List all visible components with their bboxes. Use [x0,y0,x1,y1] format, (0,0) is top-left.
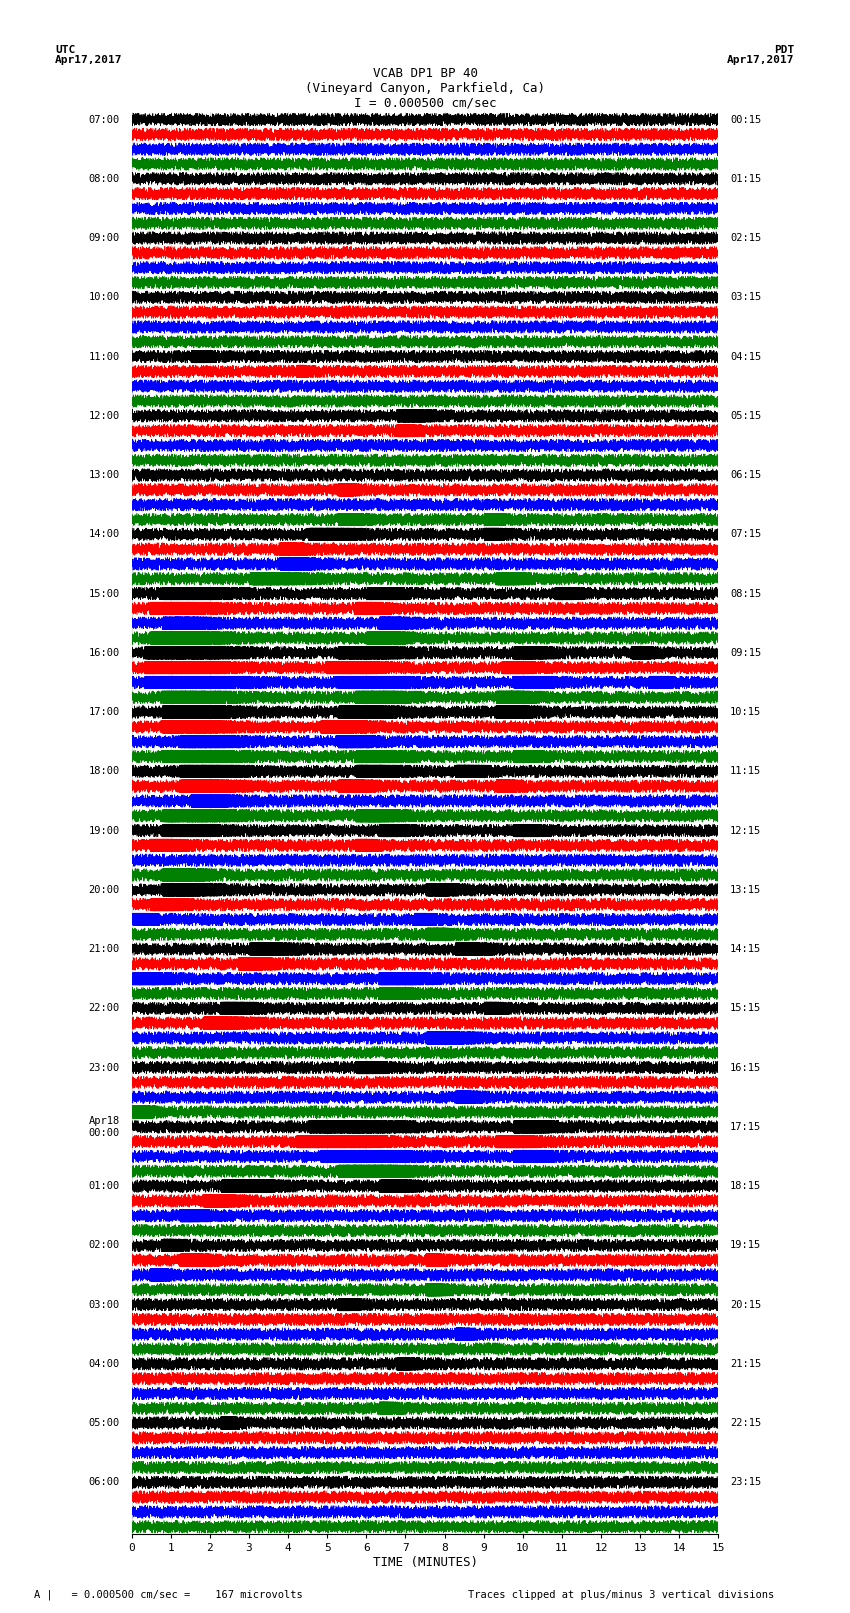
Text: 19:00: 19:00 [88,826,120,836]
Text: 09:00: 09:00 [88,232,120,244]
Text: 18:00: 18:00 [88,766,120,776]
Text: 03:15: 03:15 [730,292,762,302]
Title: VCAB DP1 BP 40
(Vineyard Canyon, Parkfield, Ca)
I = 0.000500 cm/sec: VCAB DP1 BP 40 (Vineyard Canyon, Parkfie… [305,66,545,110]
Text: 23:15: 23:15 [730,1478,762,1487]
Text: 15:15: 15:15 [730,1003,762,1013]
Text: 15:00: 15:00 [88,589,120,598]
Text: Traces clipped at plus/minus 3 vertical divisions: Traces clipped at plus/minus 3 vertical … [468,1590,774,1600]
X-axis label: TIME (MINUTES): TIME (MINUTES) [372,1557,478,1569]
Text: 08:15: 08:15 [730,589,762,598]
Text: UTC: UTC [55,45,76,55]
Text: Apr17,2017: Apr17,2017 [55,55,122,65]
Text: 05:15: 05:15 [730,411,762,421]
Text: 04:00: 04:00 [88,1358,120,1369]
Text: Apr17,2017: Apr17,2017 [728,55,795,65]
Text: 06:00: 06:00 [88,1478,120,1487]
Text: 13:15: 13:15 [730,886,762,895]
Text: 21:15: 21:15 [730,1358,762,1369]
Text: 11:00: 11:00 [88,352,120,361]
Text: 17:15: 17:15 [730,1121,762,1132]
Text: 11:15: 11:15 [730,766,762,776]
Text: 14:00: 14:00 [88,529,120,539]
Text: 12:00: 12:00 [88,411,120,421]
Text: 16:00: 16:00 [88,648,120,658]
Text: 17:00: 17:00 [88,706,120,718]
Text: 00:15: 00:15 [730,115,762,124]
Text: 12:15: 12:15 [730,826,762,836]
Text: 16:15: 16:15 [730,1063,762,1073]
Text: 21:00: 21:00 [88,944,120,953]
Text: 23:00: 23:00 [88,1063,120,1073]
Text: 09:15: 09:15 [730,648,762,658]
Text: 02:15: 02:15 [730,232,762,244]
Text: 10:00: 10:00 [88,292,120,302]
Text: 01:15: 01:15 [730,174,762,184]
Text: 13:00: 13:00 [88,469,120,481]
Text: 22:00: 22:00 [88,1003,120,1013]
Text: 02:00: 02:00 [88,1240,120,1250]
Text: 20:00: 20:00 [88,886,120,895]
Text: 05:00: 05:00 [88,1418,120,1428]
Text: 08:00: 08:00 [88,174,120,184]
Text: Apr18
00:00: Apr18 00:00 [88,1116,120,1137]
Text: 03:00: 03:00 [88,1300,120,1310]
Text: 04:15: 04:15 [730,352,762,361]
Text: PDT: PDT [774,45,795,55]
Text: 07:00: 07:00 [88,115,120,124]
Text: 10:15: 10:15 [730,706,762,718]
Text: 07:15: 07:15 [730,529,762,539]
Text: 06:15: 06:15 [730,469,762,481]
Text: 14:15: 14:15 [730,944,762,953]
Text: 20:15: 20:15 [730,1300,762,1310]
Text: A |   = 0.000500 cm/sec =    167 microvolts: A | = 0.000500 cm/sec = 167 microvolts [34,1589,303,1600]
Text: 18:15: 18:15 [730,1181,762,1190]
Text: 19:15: 19:15 [730,1240,762,1250]
Text: 22:15: 22:15 [730,1418,762,1428]
Text: 01:00: 01:00 [88,1181,120,1190]
